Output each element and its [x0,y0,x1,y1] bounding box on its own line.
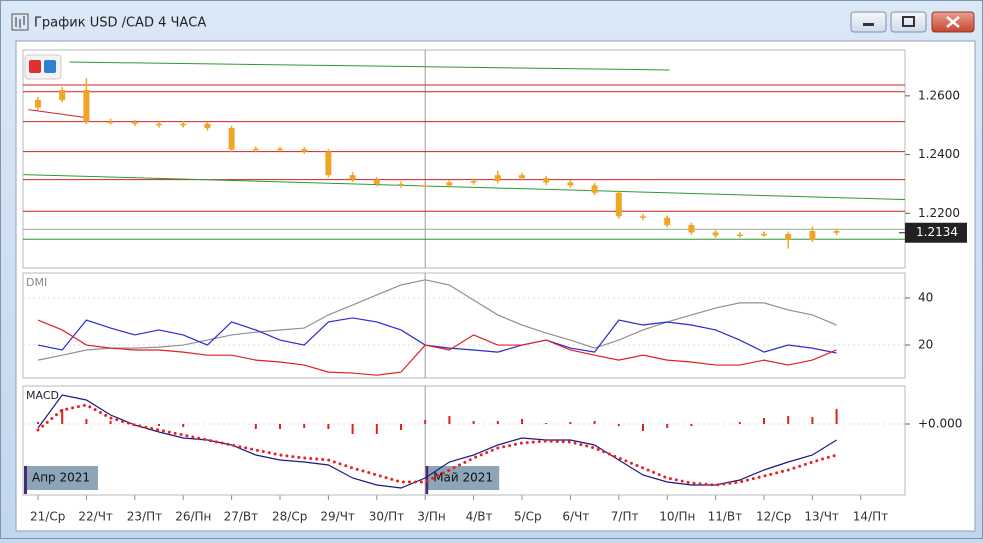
close-icon [946,16,960,28]
app-icon [11,13,29,31]
candle-body [591,185,598,193]
candle-body [83,89,90,122]
restore-icon [902,16,915,27]
period-box [24,466,98,490]
panel-frame [22,272,906,379]
period-label: Апр 2021 [32,471,90,485]
restore-button[interactable] [890,11,927,33]
y-tick-label: +0.000 [918,417,962,431]
x-tick-label: 22/Чт [78,510,113,524]
candle-body [204,123,211,129]
x-tick-label: 30/Пт [369,510,404,524]
candle-body [446,182,453,186]
layout-toggle[interactable] [24,54,62,80]
candle-body [349,175,356,180]
x-tick-label: 7/Пт [611,510,639,524]
panel-title: DMI [26,276,47,289]
x-tick-label: 21/Ср [30,510,65,524]
y-tick-label: 1.2400 [918,147,960,161]
period-marker [24,466,27,494]
candle-body [398,183,404,186]
y-tick-label: 20 [918,338,933,352]
candle-body [131,122,138,124]
candle-body [252,148,259,151]
candle-body [567,182,574,186]
x-tick-label: 26/Пн [175,510,211,524]
x-tick-label: 3/Пн [417,510,446,524]
y-tick-label: 1.2200 [918,206,960,220]
indicator-line [37,279,837,361]
y-tick-label: 40 [918,290,933,304]
signal-line [36,403,839,487]
candle-body [228,128,235,150]
candle-body [373,179,380,184]
candle-body [519,175,525,179]
candle-body [156,123,162,126]
candle-body [761,233,767,236]
trend-line [23,174,906,201]
indicator-line [37,394,837,489]
candle-body [35,99,41,108]
minimize-icon [863,23,874,26]
candle-body [107,121,114,124]
candle-body [712,232,719,236]
candle-body [736,234,743,237]
candle-body [543,178,550,183]
candle-body [615,192,622,217]
candle-body [59,89,66,100]
candle-body [180,123,187,126]
chart-area [15,40,976,532]
panel-frame [22,385,906,496]
y-tick-label: 1.2600 [918,88,960,102]
x-tick-label: 11/Вт [708,510,743,524]
period-label: Май 2021 [433,471,493,485]
indicator-line [37,317,837,354]
candle-body [301,149,308,152]
panel-title: MACD [26,389,59,402]
x-tick-label: 27/Вт [224,510,259,524]
candle-body [325,151,332,176]
x-tick-label: 28/Ср [272,510,307,524]
candle-body [785,233,792,240]
x-tick-label: 5/Ср [514,510,542,524]
candle-body [664,217,671,226]
candle-body [833,230,840,233]
x-tick-label: 4/Вт [466,510,493,524]
plot: 1.2200 1.2400 1.2600 1.2134 21/Ср 22/Чт 23/Пт 2… [22,49,967,524]
candle-body [422,185,429,187]
trend-line [69,61,670,71]
candle-body [494,175,501,182]
x-tick-label: 14/Пт [853,510,888,524]
minimize-button[interactable] [850,11,887,33]
candle-body [640,216,646,218]
candle-body [688,225,695,233]
x-tick-label: 13/Чт [804,510,839,524]
last-price-label: 1.2134 [916,225,958,239]
indicator-line [37,319,837,376]
candle-body [809,230,816,240]
candle-body [470,181,477,183]
candle-body [277,148,283,151]
x-tick-label: 23/Пт [127,510,162,524]
last-price-box [905,222,967,243]
x-tick-label: 10/Пн [659,510,695,524]
panel-frame [22,49,906,269]
window-title: График USD /CAD 4 ЧАСА [34,16,206,31]
x-tick-label: 6/Чт [562,510,589,524]
x-tick-label: 12/Ср [756,510,791,524]
trend-line [28,109,87,119]
x-tick-label: 29/Чт [320,510,355,524]
